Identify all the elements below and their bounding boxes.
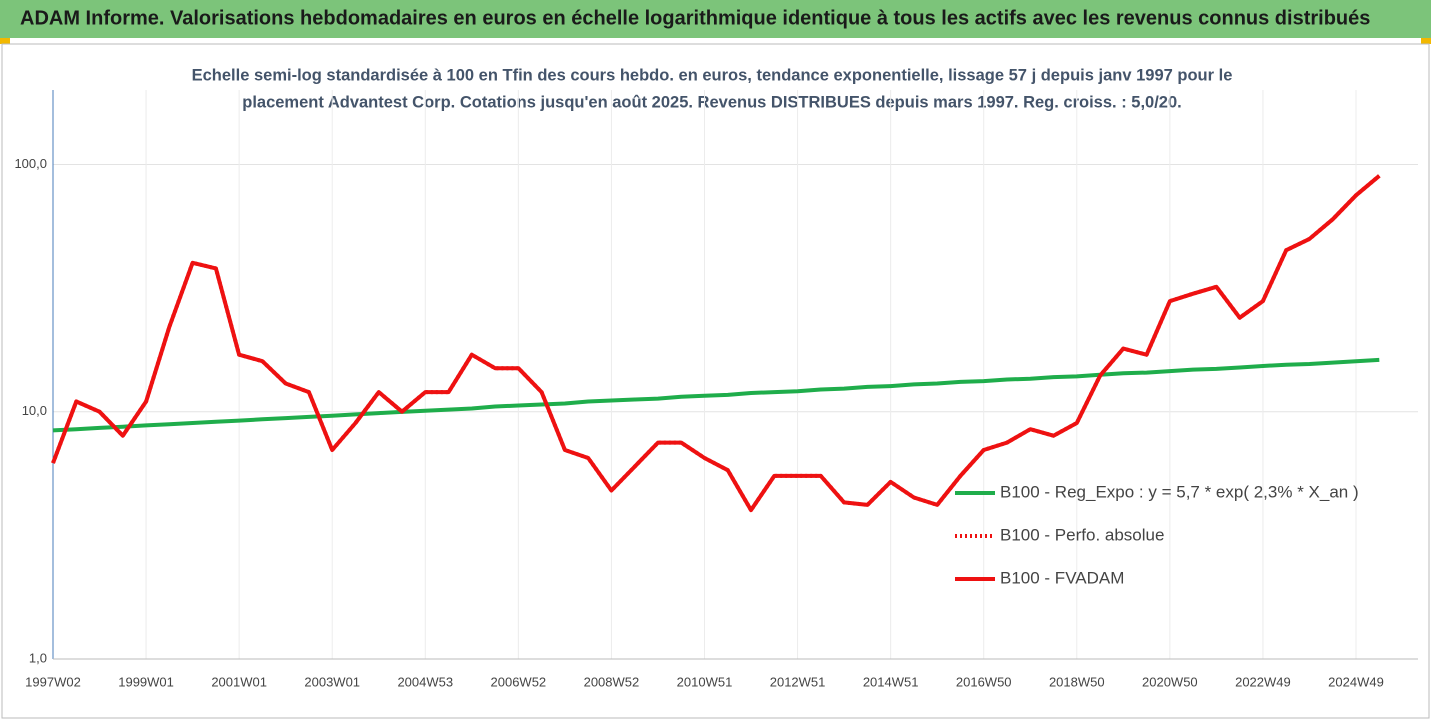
corner [1421, 38, 1431, 44]
y-tick-label: 100,0 [14, 156, 47, 171]
legend-label: B100 - FVADAM [1000, 568, 1124, 587]
x-tick-label: 2012W51 [770, 674, 826, 689]
plot-frame [1, 43, 1430, 719]
title-bar [0, 0, 1431, 38]
subtitle: placement Advantest Corp. Cotations jusq… [242, 93, 1182, 111]
x-tick-label: 2001W01 [211, 674, 267, 689]
corner [0, 38, 10, 44]
x-tick-label: 2003W01 [304, 674, 360, 689]
series-line [52, 357, 1380, 433]
legend-label: B100 - Perfo. absolue [1000, 525, 1164, 544]
x-tick-label: 2016W50 [956, 674, 1012, 689]
x-tick-label: 1999W01 [118, 674, 174, 689]
x-tick-label: 2006W52 [491, 674, 547, 689]
y-tick-label: 10,0 [22, 403, 47, 418]
chart-title: ADAM Informe. Valorisations hebdomadaire… [20, 7, 1370, 29]
x-tick-label: 2004W53 [397, 674, 453, 689]
x-tick-label: 2010W51 [677, 674, 733, 689]
legend-label: B100 - Reg_Expo : y = 5,7 * exp( 2,3% * … [1000, 482, 1359, 501]
x-tick-label: 2014W51 [863, 674, 919, 689]
series-line [51, 174, 1381, 513]
x-tick-label: 1997W02 [25, 674, 81, 689]
x-tick-label: 2018W50 [1049, 674, 1105, 689]
x-tick-label: 2008W52 [584, 674, 640, 689]
x-tick-label: 2020W50 [1142, 674, 1198, 689]
y-tick-label: 1,0 [29, 650, 47, 665]
x-tick-label: 2022W49 [1235, 674, 1291, 689]
x-tick-label: 2024W49 [1328, 674, 1384, 689]
subtitle: Echelle semi-log standardisée à 100 en T… [192, 66, 1233, 84]
